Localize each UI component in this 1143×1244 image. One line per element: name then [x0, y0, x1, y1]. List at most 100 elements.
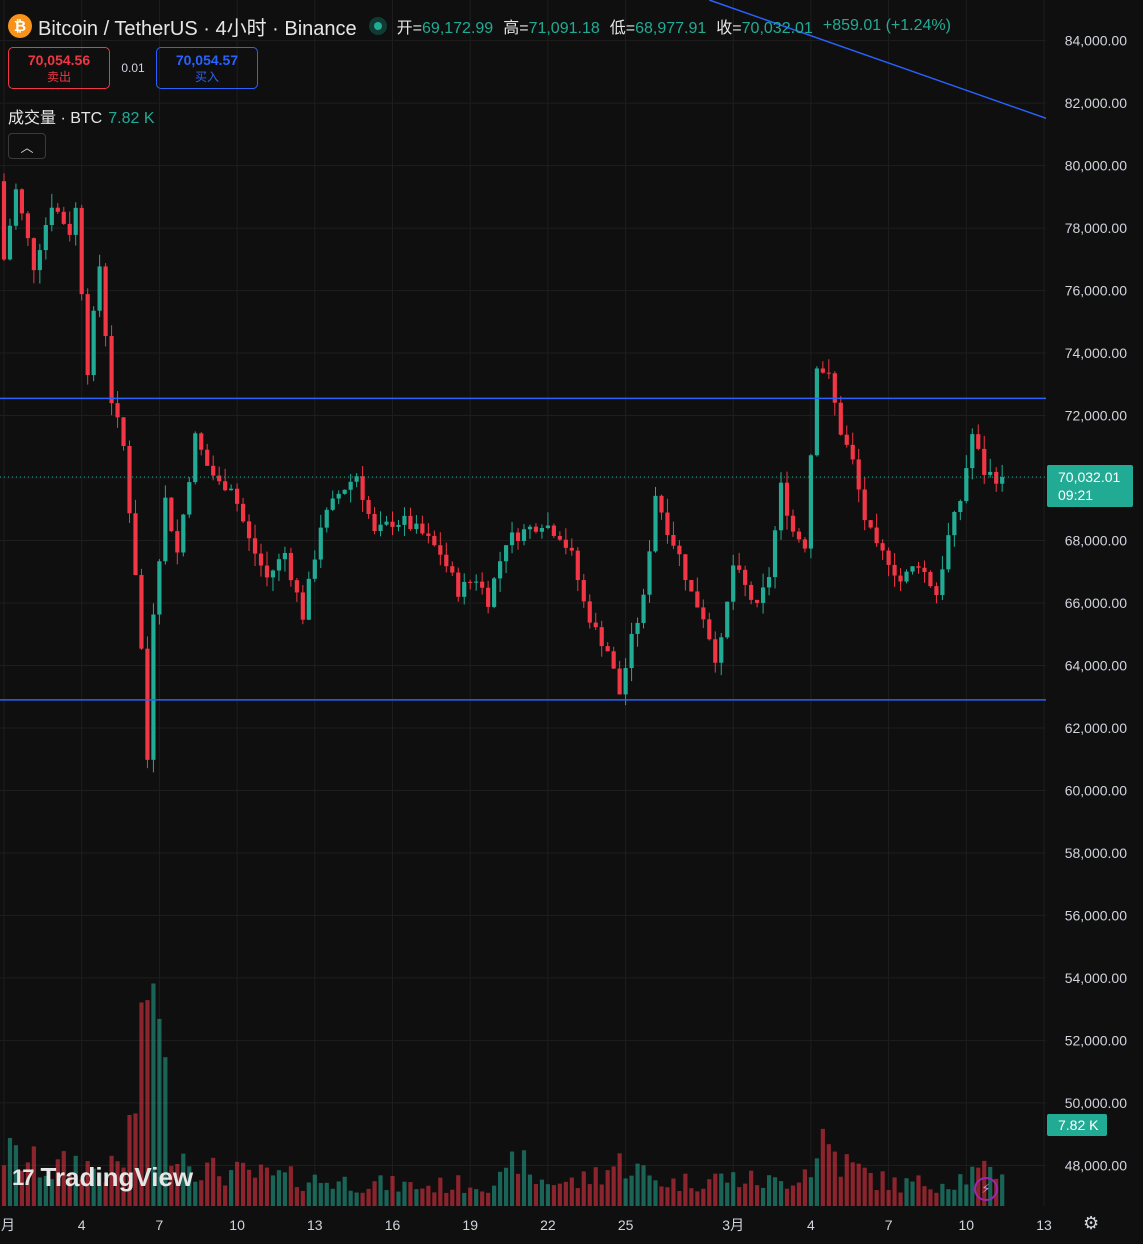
candle-body [169, 497, 174, 532]
candle-body [527, 526, 533, 530]
volume-bar [659, 1186, 664, 1206]
volume-bar [617, 1153, 622, 1206]
candle-body [342, 489, 347, 494]
candle-body [91, 310, 96, 376]
volume-bar [647, 1175, 652, 1206]
volume-bar [593, 1167, 598, 1206]
candle-body [468, 581, 473, 583]
price-tick-label: 56,000.00 [1065, 907, 1127, 923]
candle-body [85, 294, 90, 376]
close-value: 70,032.01 [741, 20, 813, 37]
last-price-badge [1047, 465, 1133, 508]
time-tick-label: 13 [1036, 1217, 1052, 1233]
candle-body [659, 495, 664, 513]
volume-bar [91, 1168, 96, 1206]
bar-countdown-label: 09:21 [1058, 487, 1093, 503]
candle-body [456, 572, 461, 597]
volume-bar [796, 1182, 802, 1206]
volume-bar [707, 1179, 712, 1206]
price-tick-label: 66,000.00 [1065, 595, 1127, 611]
volume-bar [844, 1154, 849, 1206]
lightning-icon[interactable]: ⚡ [974, 1177, 998, 1201]
volume-bar [378, 1175, 383, 1206]
volume-bar [211, 1157, 216, 1206]
trend-line [709, 0, 1075, 129]
settings-icon[interactable]: ⚙ [1083, 1213, 1100, 1233]
open-value: 69,172.99 [422, 20, 494, 37]
candle-body [701, 607, 706, 620]
candle-body [868, 520, 873, 528]
sell-button[interactable]: 70,054.56 卖出 [8, 47, 110, 89]
candle-body [988, 471, 993, 475]
candle-body [749, 584, 754, 600]
candle-body [928, 572, 933, 587]
volume-bar [240, 1162, 246, 1206]
volume-bar [778, 1181, 784, 1206]
market-status-icon[interactable] [368, 17, 387, 35]
volume-bar [850, 1162, 855, 1206]
candle-body [19, 189, 25, 214]
volume-bar [492, 1185, 497, 1206]
volume-bar [760, 1187, 766, 1206]
horizontal-lines [0, 0, 1075, 701]
volume-bar [187, 1166, 192, 1206]
volume-bar [294, 1187, 299, 1206]
candle-body [880, 543, 885, 551]
volume-bar [569, 1177, 574, 1206]
volume-bar [701, 1188, 706, 1206]
candle-body [115, 403, 120, 418]
candle-body [892, 564, 897, 576]
volume-bar [940, 1183, 945, 1206]
candle-body [414, 523, 419, 530]
bitcoin-icon: ₿ [8, 14, 32, 38]
time-tick-label: 16 [385, 1217, 401, 1233]
volume-bar [342, 1176, 347, 1206]
candle-body [509, 532, 515, 546]
candle-body [372, 513, 377, 531]
candle-body [976, 434, 981, 449]
candle-body [743, 569, 748, 585]
candle-body [348, 481, 353, 490]
sell-price: 70,054.56 [27, 51, 91, 68]
candle-body [635, 622, 640, 634]
candle-body [480, 581, 485, 588]
price-tick-label: 68,000.00 [1065, 533, 1127, 549]
candle-body [886, 550, 891, 565]
volume-legend-value: 7.82 K [108, 110, 155, 127]
volume-bar [623, 1178, 628, 1206]
tradingview-logo[interactable]: 17 TradingView [12, 1162, 193, 1193]
candle-body [13, 189, 19, 226]
volume-legend[interactable]: 成交量 · BTC 7.82 K [8, 104, 155, 128]
close-label: 收= [716, 20, 742, 37]
price-tick-label: 60,000.00 [1065, 782, 1127, 798]
candle-body [426, 533, 431, 536]
candle-body [964, 468, 969, 502]
volume-bar [348, 1190, 353, 1206]
candle-body [599, 627, 604, 647]
candle-body [808, 455, 813, 549]
candle-body [223, 481, 228, 491]
symbol-title[interactable]: Bitcoin / TetherUS · 4小时 · Binance [38, 17, 357, 40]
volume-bar [958, 1174, 963, 1206]
candle-body [671, 534, 676, 546]
candle-body [946, 535, 951, 570]
volume-bar [49, 1179, 54, 1206]
candle-body [605, 646, 610, 652]
low-value: 68,977.91 [635, 20, 707, 37]
price-axis: 84,000.00 82,000.00 80,000.00 78,000.00 76,0… [1046, 0, 1143, 1244]
last-price-label: 70,032.01 [1058, 469, 1120, 485]
volume-bar [288, 1166, 293, 1206]
candle-body [330, 498, 335, 510]
volume-bar [390, 1175, 395, 1206]
price-tick-label: 64,000.00 [1065, 657, 1127, 673]
candle-body [199, 433, 204, 450]
collapse-legend-button[interactable]: ︿ [8, 133, 46, 159]
candle-body [778, 482, 784, 531]
candle-body [695, 591, 700, 608]
buy-button[interactable]: 70,054.57 买入 [156, 47, 258, 89]
candle-body [617, 668, 622, 695]
candle-body [940, 569, 945, 596]
volume-bar [826, 1144, 831, 1206]
volume-bar [820, 1128, 825, 1206]
